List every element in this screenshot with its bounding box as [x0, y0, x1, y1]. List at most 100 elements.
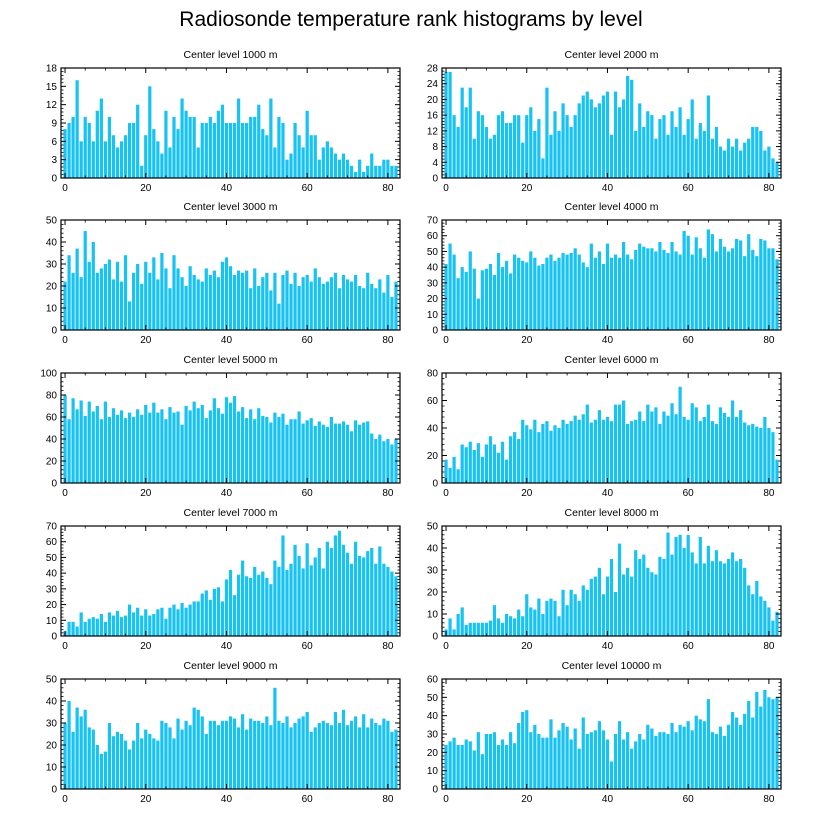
histogram-bar: [533, 257, 537, 330]
histogram-bar: [613, 91, 618, 178]
histogram-bar: [617, 721, 622, 789]
histogram-bar: [160, 409, 164, 483]
histogram-bar: [573, 728, 577, 789]
histogram-bar: [184, 406, 188, 483]
histogram-bar: [115, 414, 120, 483]
histogram-bar: [107, 723, 112, 789]
histogram-bar: [561, 723, 565, 789]
y-tick-label: 60: [46, 413, 58, 424]
histogram-bar: [601, 419, 606, 483]
histogram-bar: [585, 589, 589, 636]
x-tick-label: 0: [443, 794, 449, 805]
histogram-bar: [390, 297, 394, 330]
histogram-bar: [349, 431, 354, 483]
histogram-bar: [456, 278, 460, 330]
histogram-bar: [508, 616, 513, 636]
y-tick-label: 100: [40, 369, 57, 380]
histogram-bar: [103, 141, 108, 178]
histogram-bar: [589, 732, 593, 789]
histogram-bar: [593, 730, 597, 789]
histogram-bar: [220, 413, 225, 483]
histogram-bar: [79, 612, 83, 636]
histogram-bar: [634, 130, 638, 178]
histogram-bar: [634, 419, 638, 483]
histogram-bar: [597, 567, 602, 636]
histogram-bar: [678, 534, 682, 636]
histogram-bar: [710, 138, 715, 178]
histogram-bar: [609, 421, 614, 483]
histogram-bar: [674, 537, 678, 636]
y-tick-label: 50: [46, 216, 58, 227]
histogram-bar: [496, 253, 501, 330]
histogram-bar: [107, 417, 112, 483]
histogram-bar: [87, 261, 91, 330]
histogram-bar: [269, 725, 273, 789]
histogram-bar: [196, 147, 200, 178]
histogram-bar: [281, 723, 285, 789]
histogram-bar: [589, 243, 593, 330]
histogram-bar: [484, 126, 489, 178]
histogram-bar: [152, 257, 156, 330]
histogram-bar: [759, 238, 763, 330]
x-tick-label: 20: [521, 641, 533, 652]
histogram-bar: [253, 419, 257, 483]
histogram-bar: [638, 243, 642, 330]
y-tick-label: 12: [427, 126, 439, 137]
histogram-bar: [63, 281, 67, 330]
histogram-bar: [609, 559, 614, 636]
x-tick-label: 0: [62, 641, 68, 652]
histogram-bar: [79, 277, 83, 330]
histogram-bar: [329, 417, 334, 483]
histogram-bar: [734, 717, 739, 789]
x-tick-label: 60: [683, 794, 695, 805]
histogram-bar: [309, 281, 313, 330]
histogram-bar: [682, 231, 686, 330]
histogram-bar: [650, 728, 654, 789]
x-tick-label: 80: [382, 488, 394, 499]
histogram-bar: [362, 714, 366, 789]
histogram-bar: [261, 723, 265, 789]
histogram-bar: [686, 721, 690, 789]
histogram-bar: [75, 626, 79, 636]
histogram-bar: [609, 134, 614, 178]
histogram-bar: [370, 718, 374, 789]
histogram-bar: [188, 604, 192, 636]
histogram-bar: [188, 725, 192, 789]
histogram-bar: [261, 415, 265, 483]
histogram-bar: [751, 126, 755, 178]
histogram-bar: [115, 731, 120, 789]
x-tick-label: 60: [302, 794, 314, 805]
histogram-bar: [370, 283, 374, 330]
histogram-bar: [581, 717, 585, 789]
histogram-bar: [743, 713, 747, 789]
histogram-bar: [123, 615, 128, 636]
y-tick-label: 0: [432, 174, 438, 185]
histogram-bar: [743, 422, 747, 483]
histogram-bar: [200, 123, 204, 178]
histogram-bar: [670, 723, 674, 789]
histogram-bar: [160, 607, 164, 636]
histogram-bar: [273, 272, 277, 330]
histogram-bar: [726, 138, 731, 178]
histogram-bar: [353, 171, 358, 178]
histogram-bar: [456, 126, 460, 178]
panel-4: Center level 5000 m 0 20 40 60 80 0 20 40 60 80 100: [40, 354, 401, 499]
histogram-bar: [646, 567, 650, 636]
histogram-bar: [714, 550, 719, 636]
histogram-bar: [245, 418, 249, 483]
histogram-bar: [208, 275, 212, 330]
histogram-bar: [706, 699, 710, 789]
histogram-bar: [589, 422, 593, 483]
histogram-bar: [626, 254, 630, 330]
histogram-bar: [545, 737, 549, 789]
histogram-bar: [605, 576, 610, 636]
histogram-bar: [549, 134, 553, 178]
histogram-bar: [240, 407, 245, 483]
histogram-bar: [448, 71, 452, 178]
histogram-bar: [253, 720, 257, 789]
y-tick-label: 80: [427, 369, 439, 380]
histogram-bar: [366, 421, 370, 483]
y-tick-label: 20: [46, 741, 58, 752]
x-tick-label: 80: [763, 335, 775, 346]
